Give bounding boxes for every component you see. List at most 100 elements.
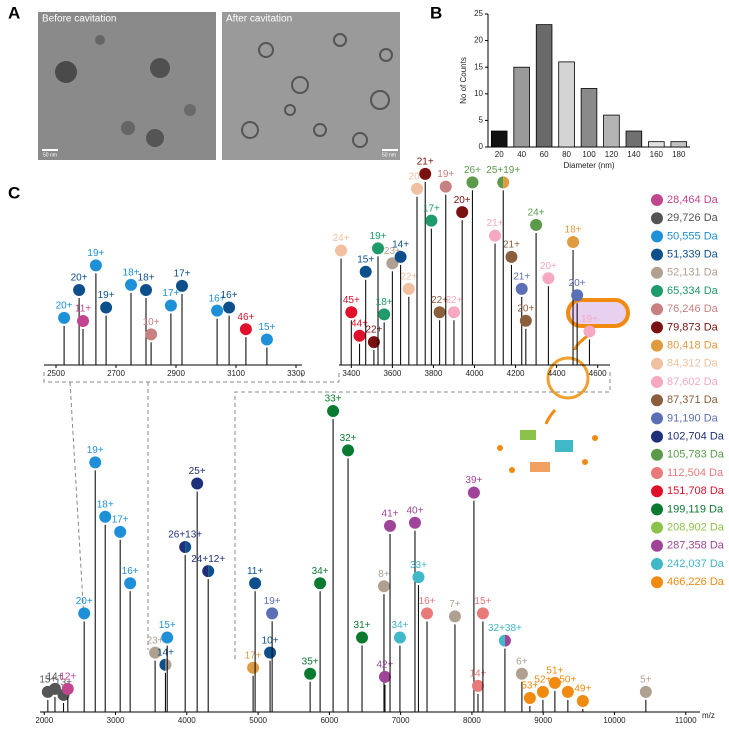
peak-label: 17+ bbox=[162, 288, 179, 299]
peak-marker bbox=[249, 577, 262, 590]
peak-label: 10+ bbox=[143, 317, 160, 328]
x-axis-label: m/z bbox=[702, 711, 715, 720]
peak-marker bbox=[327, 405, 340, 418]
peak-marker bbox=[342, 444, 355, 457]
peak-marker bbox=[78, 607, 91, 620]
peak-marker bbox=[419, 167, 432, 180]
peak-marker bbox=[345, 306, 358, 319]
x-tick-label: 3300 bbox=[287, 369, 305, 378]
peak-marker bbox=[448, 610, 461, 623]
peak-label: 22+ bbox=[365, 325, 382, 336]
x-tick-label: 4000 bbox=[466, 369, 484, 378]
peak-label: 22+ bbox=[431, 295, 448, 306]
peak-marker bbox=[466, 176, 479, 189]
peak-marker bbox=[149, 646, 162, 659]
peak-label: 20+ bbox=[71, 273, 88, 284]
peak-label: 50+ bbox=[559, 675, 576, 686]
peak-label: 24+ bbox=[528, 208, 545, 219]
legend-text: 466,226 Da bbox=[667, 576, 725, 588]
x-tick-label: 2500 bbox=[47, 369, 65, 378]
peak-marker bbox=[185, 540, 192, 553]
bar bbox=[558, 61, 575, 148]
peak-marker bbox=[583, 325, 596, 338]
peak-label: 45+ bbox=[343, 295, 360, 306]
peak-marker bbox=[515, 667, 528, 680]
legend-text: 65,334 Da bbox=[667, 285, 719, 297]
peak-label: 24+ bbox=[333, 233, 350, 244]
peak-marker bbox=[114, 525, 127, 538]
y-tick-label: 20 bbox=[474, 36, 483, 45]
peak-marker bbox=[576, 694, 589, 707]
peak-label: 20+ bbox=[454, 195, 471, 206]
x-tick-label: 3600 bbox=[383, 369, 401, 378]
peak-marker bbox=[247, 661, 260, 674]
bar bbox=[535, 24, 553, 148]
peak-marker bbox=[476, 607, 489, 620]
legend-text: 79,873 Da bbox=[667, 321, 719, 333]
peak-label: 33+ bbox=[410, 560, 427, 571]
bar bbox=[625, 130, 643, 148]
peak-marker bbox=[99, 510, 112, 523]
peak-label: 32+38+ bbox=[488, 623, 522, 634]
peak-label: 17+ bbox=[174, 269, 191, 280]
peak-marker bbox=[489, 229, 502, 242]
peak-label: 5+ bbox=[640, 675, 652, 686]
legend-marker bbox=[651, 248, 663, 261]
peak-label: 7+ bbox=[449, 599, 461, 610]
peak-label: 16+ bbox=[221, 290, 238, 301]
legend-text: 87,371 Da bbox=[667, 394, 719, 406]
peak-label: 18+ bbox=[138, 273, 155, 284]
bar bbox=[490, 130, 508, 148]
peak-label: 19+ bbox=[437, 169, 454, 180]
peak-label: 14+ bbox=[469, 669, 486, 680]
x-tick-label: 140 bbox=[627, 150, 641, 159]
legend-text: 80,418 Da bbox=[667, 340, 719, 352]
peak-marker bbox=[433, 306, 446, 319]
peak-label: 18+ bbox=[123, 268, 140, 279]
legend-text: 84,312 Da bbox=[667, 358, 719, 370]
legend-text: 29,726 Da bbox=[667, 212, 719, 224]
scale-bar: 50 nm bbox=[43, 152, 57, 158]
peak-label: 32+ bbox=[340, 433, 357, 444]
peak-label: 13+ bbox=[55, 678, 72, 689]
x-tick-label: 3000 bbox=[107, 716, 125, 725]
peak-label: 16+ bbox=[122, 566, 139, 577]
peak-label: 33+ bbox=[325, 394, 342, 405]
peak-marker bbox=[394, 250, 407, 263]
peak-label: 25+ bbox=[189, 466, 206, 477]
peak-marker bbox=[58, 311, 71, 324]
legend-marker bbox=[651, 503, 663, 516]
peak-label: 51+ bbox=[546, 666, 563, 677]
peak-label: 15+ bbox=[474, 596, 491, 607]
peak-label: 53+ bbox=[521, 681, 538, 692]
peak-marker bbox=[548, 676, 561, 689]
y-axis-label: No of Counts bbox=[459, 57, 468, 104]
x-tick-label: 2700 bbox=[107, 369, 125, 378]
peak-label: 15+ bbox=[357, 254, 374, 265]
peak-label: 20+ bbox=[569, 278, 586, 289]
peak-marker bbox=[239, 323, 252, 336]
scale-bar: 50 nm bbox=[382, 152, 396, 158]
peak-marker bbox=[125, 278, 137, 291]
peak-label: 19+ bbox=[87, 445, 104, 456]
panel-label: A bbox=[8, 3, 20, 22]
peak-label: 17+ bbox=[112, 515, 129, 526]
legend-text: 287,358 Da bbox=[667, 540, 725, 552]
peak-marker bbox=[377, 580, 390, 593]
peak-label: 42+ bbox=[376, 659, 393, 670]
peak-label: 17+ bbox=[245, 650, 262, 661]
legend-text: 76,246 Da bbox=[667, 303, 719, 315]
legend-marker bbox=[651, 321, 663, 334]
bar bbox=[580, 88, 598, 148]
peak-marker bbox=[504, 634, 511, 647]
peak-marker bbox=[165, 658, 172, 671]
peak-marker bbox=[202, 565, 209, 578]
bar bbox=[670, 141, 688, 148]
peak-marker bbox=[408, 516, 421, 529]
peak-marker bbox=[353, 329, 366, 342]
peak-marker bbox=[515, 282, 528, 295]
x-tick-label: 5000 bbox=[249, 716, 267, 725]
peak-marker bbox=[89, 456, 102, 469]
peak-marker bbox=[519, 314, 532, 327]
